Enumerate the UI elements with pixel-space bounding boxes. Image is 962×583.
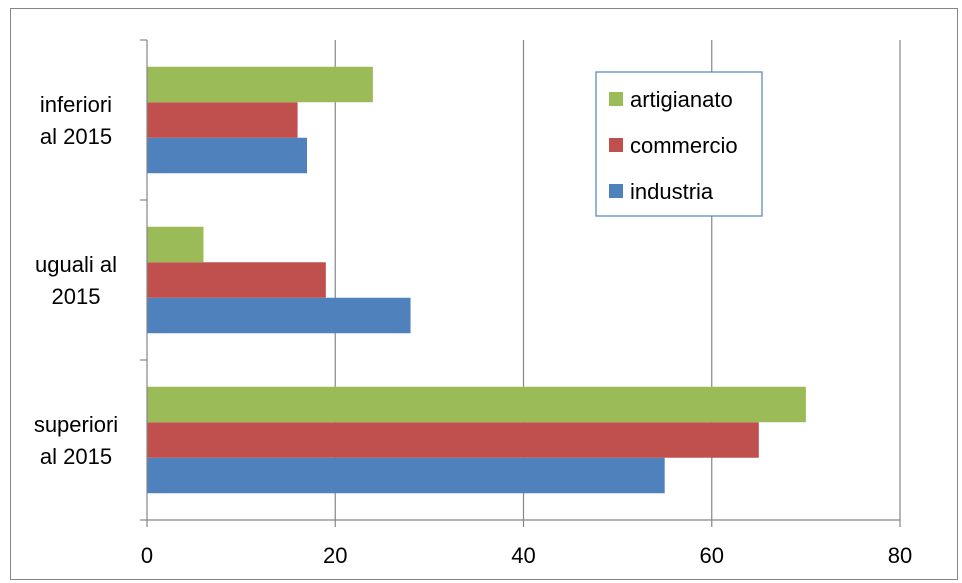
bar-industria-1	[147, 297, 411, 334]
category-label-line: uguali al	[35, 252, 117, 277]
category-label-line: 2015	[52, 284, 101, 309]
legend-label-artigianato: artigianato	[630, 87, 733, 112]
category-label-line: al 2015	[40, 444, 112, 469]
category-label-0: inferiori al 2015	[40, 92, 112, 149]
bar-artigianato-0	[147, 66, 373, 103]
bar-commercio-1	[147, 262, 326, 298]
legend-swatch-artigianato	[609, 92, 623, 106]
bar-commercio-0	[147, 102, 298, 138]
category-label-line: inferiori	[40, 92, 112, 117]
x-tick-label-20: 20	[323, 543, 347, 568]
bar-artigianato-2	[147, 386, 806, 423]
legend-swatch-industria	[609, 184, 623, 198]
bar-artigianato-1	[147, 226, 204, 263]
legend-label-commercio: commercio	[630, 133, 738, 158]
category-label-line: superiori	[34, 412, 118, 437]
legend-box	[595, 71, 763, 217]
bar-industria-2	[147, 457, 665, 494]
bar-industria-0	[147, 137, 308, 174]
legend-swatch-commercio	[609, 138, 623, 152]
bar-commercio-2	[147, 422, 759, 458]
category-label-line: al 2015	[40, 124, 112, 149]
x-tick-label-60: 60	[700, 543, 724, 568]
category-label-2: superiori al 2015	[34, 412, 118, 469]
x-tick-label-80: 80	[888, 543, 912, 568]
legend-label-industria: industria	[630, 179, 714, 204]
x-tick-label-0: 0	[141, 543, 153, 568]
x-tick-label-40: 40	[511, 543, 535, 568]
category-label-1: uguali al 2015	[35, 252, 117, 309]
